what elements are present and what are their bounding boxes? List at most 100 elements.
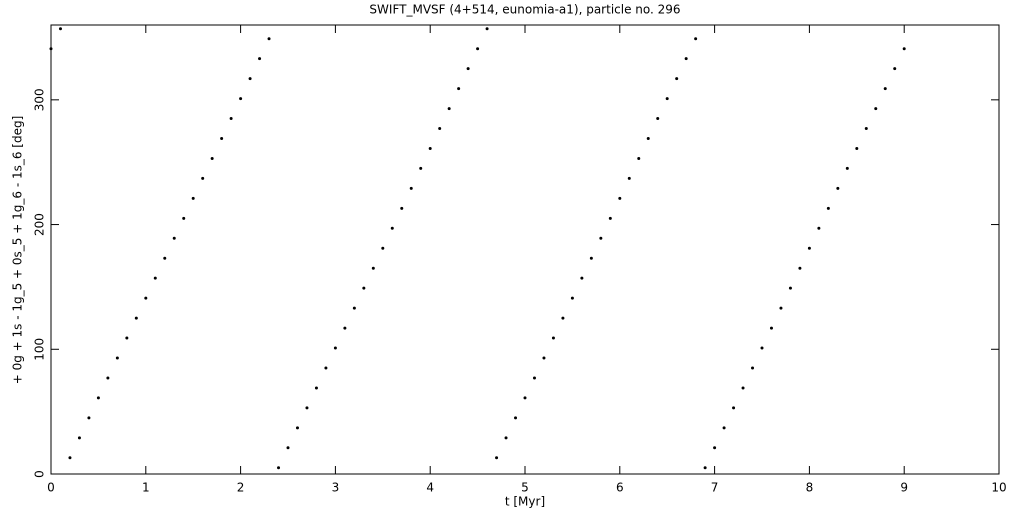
point — [845, 166, 849, 170]
x-tick-label: 10 — [991, 481, 1006, 495]
point — [807, 246, 811, 250]
point — [675, 77, 679, 81]
point — [258, 57, 262, 61]
point — [864, 127, 868, 131]
point — [495, 456, 499, 460]
x-tick-label: 8 — [806, 481, 814, 495]
point — [532, 376, 536, 380]
y-tick-label: 200 — [33, 213, 47, 236]
x-tick-label: 5 — [521, 481, 529, 495]
chart-title: SWIFT_MVSF (4+514, eunomia-a1), particle… — [369, 3, 680, 17]
point — [229, 117, 233, 121]
point — [902, 47, 906, 51]
point — [741, 386, 745, 390]
point — [826, 206, 830, 210]
point — [485, 27, 489, 31]
point — [627, 176, 631, 180]
point — [646, 136, 650, 140]
point — [457, 87, 461, 91]
point — [400, 206, 404, 210]
point — [106, 376, 110, 380]
point — [381, 246, 385, 250]
point — [684, 57, 688, 61]
point — [390, 226, 394, 230]
point — [599, 236, 603, 240]
point — [248, 77, 252, 81]
point — [561, 316, 565, 320]
point — [589, 256, 593, 260]
point — [466, 67, 470, 71]
point — [551, 336, 555, 340]
point — [618, 196, 622, 200]
point — [352, 306, 356, 310]
point — [343, 326, 347, 330]
point — [713, 446, 717, 450]
x-tick-label: 2 — [237, 481, 245, 495]
point — [239, 97, 243, 101]
x-tick-label: 1 — [142, 481, 150, 495]
point — [362, 286, 366, 290]
y-axis-label: + 0g + 1s - 1g_5 + 0s_5 + 1g_6 - 1s_6 [d… — [11, 116, 25, 385]
point — [163, 256, 167, 260]
point — [608, 216, 612, 220]
point — [732, 406, 736, 410]
plot-frame — [50, 24, 1000, 475]
y-tick-label: 0 — [33, 470, 47, 478]
point — [371, 266, 375, 270]
point — [115, 356, 119, 360]
point — [286, 446, 290, 450]
x-tick-label: 3 — [332, 481, 340, 495]
point — [504, 436, 508, 440]
point — [428, 146, 432, 150]
point — [836, 186, 840, 190]
point — [874, 107, 878, 111]
point — [694, 37, 698, 41]
point — [637, 156, 641, 160]
point — [883, 87, 887, 91]
point — [295, 426, 299, 430]
point — [665, 97, 669, 101]
point — [580, 276, 584, 280]
point — [656, 117, 660, 121]
point — [182, 216, 186, 220]
point — [125, 336, 129, 340]
point — [409, 186, 413, 190]
point — [153, 276, 157, 280]
point — [542, 356, 546, 360]
x-tick-label: 0 — [47, 481, 55, 495]
point — [788, 286, 792, 290]
point — [476, 47, 480, 51]
point — [314, 386, 318, 390]
point — [144, 296, 148, 300]
point — [779, 306, 783, 310]
point — [134, 316, 138, 320]
point — [333, 346, 337, 350]
point — [77, 436, 81, 440]
point — [817, 226, 821, 230]
point — [855, 146, 859, 150]
point — [172, 236, 176, 240]
point — [438, 127, 442, 131]
point — [798, 266, 802, 270]
point — [447, 107, 451, 111]
point — [324, 366, 328, 370]
point — [210, 156, 214, 160]
point — [570, 296, 574, 300]
point — [68, 456, 72, 460]
point — [769, 326, 773, 330]
point — [96, 396, 100, 400]
point — [277, 466, 281, 470]
point — [58, 27, 62, 31]
point — [751, 366, 755, 370]
x-axis-label: t [Myr] — [505, 495, 545, 509]
point — [419, 166, 423, 170]
point — [267, 37, 271, 41]
point — [523, 396, 527, 400]
point — [703, 466, 707, 470]
point — [893, 67, 897, 71]
point — [191, 196, 195, 200]
point — [87, 416, 91, 420]
point — [514, 416, 518, 420]
point — [722, 426, 726, 430]
